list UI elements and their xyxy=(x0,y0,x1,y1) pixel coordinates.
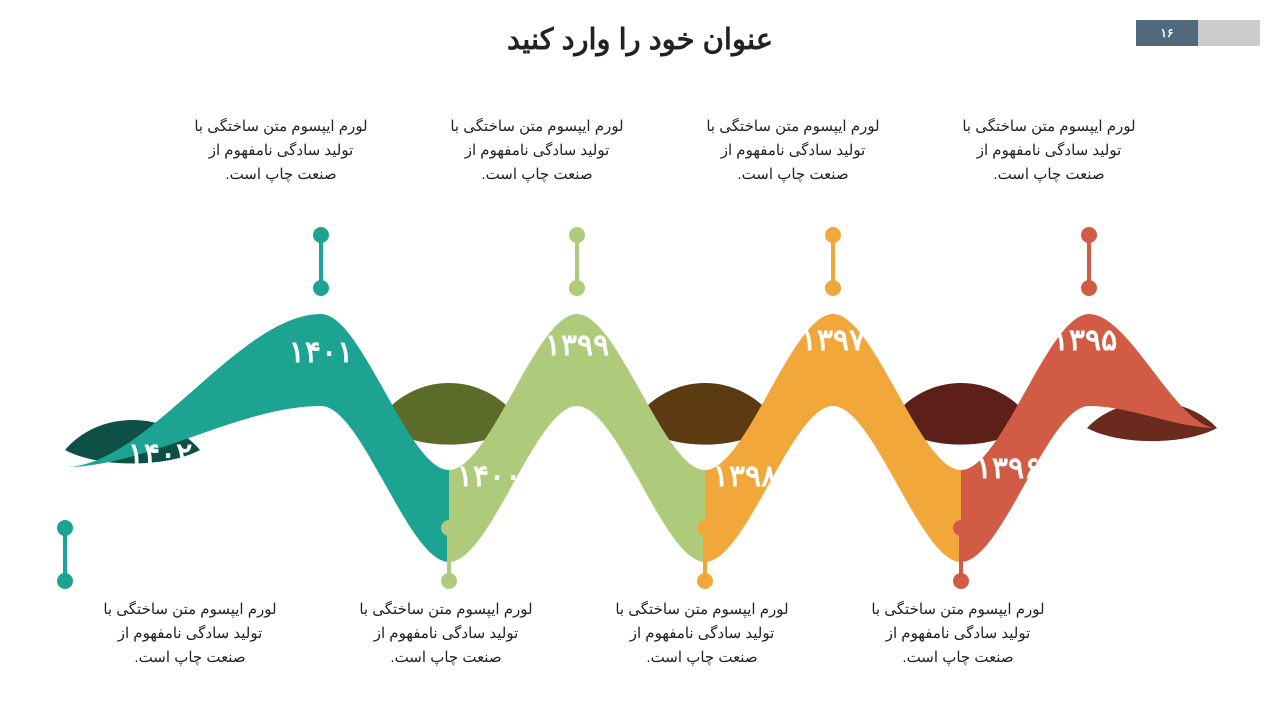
svg-text:۱۳۹۷: ۱۳۹۷ xyxy=(801,324,866,357)
svg-text:۱۳۹۸: ۱۳۹۸ xyxy=(713,460,778,493)
svg-text:۱۴۰۲: ۱۴۰۲ xyxy=(128,438,192,471)
svg-text:۱۳۹۵: ۱۳۹۵ xyxy=(1053,324,1117,357)
svg-text:۱۴۰۱: ۱۴۰۱ xyxy=(289,336,353,369)
svg-text:۱۳۹۶: ۱۳۹۶ xyxy=(976,452,1040,485)
svg-text:۱۳۹۹: ۱۳۹۹ xyxy=(545,329,609,362)
svg-text:۱۴۰۰: ۱۴۰۰ xyxy=(457,460,521,493)
